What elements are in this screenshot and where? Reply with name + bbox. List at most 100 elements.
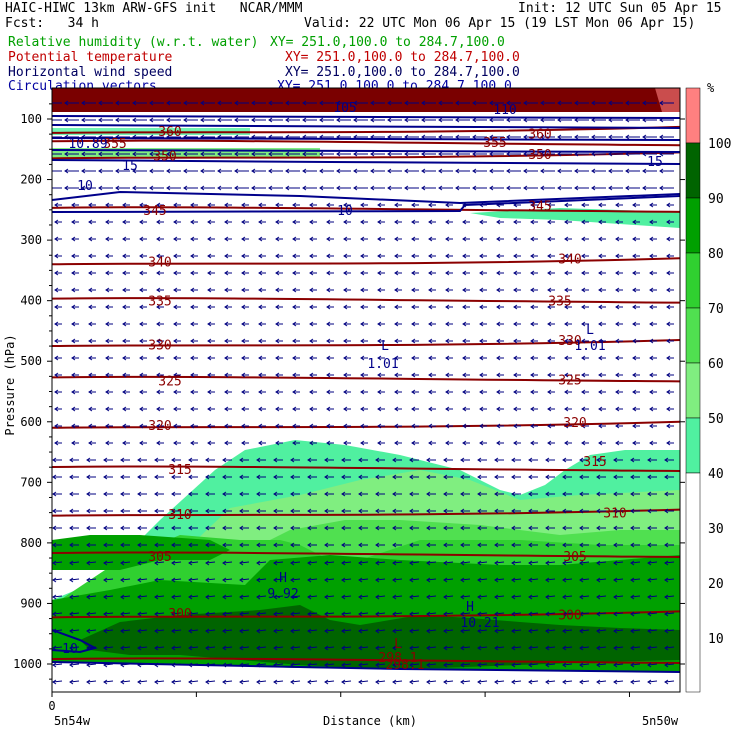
vector-arrowhead — [579, 491, 584, 497]
vector-arrowhead — [564, 406, 569, 412]
vector-arrowhead — [86, 491, 91, 497]
vector-arrowhead — [460, 679, 465, 685]
vector-arrowhead — [513, 355, 518, 361]
vector-arrowhead — [477, 525, 482, 531]
vector-arrowhead — [183, 100, 188, 106]
vector-arrowhead — [241, 389, 246, 395]
theta-contour-335 — [52, 297, 680, 304]
vector-arrowhead — [462, 338, 467, 344]
vector-arrowhead — [557, 117, 562, 123]
vector-arrowhead — [375, 594, 380, 600]
vector-arrow — [341, 561, 352, 564]
colorbar-swatch — [685, 417, 701, 474]
vector-arrowhead — [409, 525, 414, 531]
vector-arrow — [562, 561, 573, 564]
vector-arrowhead — [608, 168, 613, 174]
vector-arrowhead — [455, 185, 460, 191]
vector-arrowhead — [275, 202, 280, 208]
vector-arrowhead — [132, 117, 137, 123]
vector-arrowhead — [581, 236, 586, 242]
vector-arrowhead — [579, 577, 584, 583]
vector-arrowhead — [647, 679, 652, 685]
vector-arrowhead — [377, 338, 382, 344]
vector-arrowhead — [513, 321, 518, 327]
vector-arrowhead — [309, 338, 314, 344]
vector-arrow — [443, 663, 454, 666]
vector-arrowhead — [183, 151, 188, 157]
vector-arrowhead — [341, 542, 346, 548]
vector-arrowhead — [530, 355, 535, 361]
vector-arrowhead — [137, 679, 142, 685]
wind-label: 105 — [333, 101, 356, 116]
vector-arrowhead — [69, 474, 74, 480]
vector-arrowhead — [190, 236, 195, 242]
vector-arrowhead — [630, 525, 635, 531]
vector-arrowhead — [596, 577, 601, 583]
vector-arrowhead — [377, 406, 382, 412]
vector-arrowhead — [139, 372, 144, 378]
vector-arrowhead — [511, 662, 516, 668]
vector-arrowhead — [511, 474, 516, 480]
vector-arrow — [613, 578, 624, 581]
vector-arrowhead — [273, 679, 278, 685]
theta-label: 320 — [148, 419, 171, 434]
vector-arrowhead — [630, 560, 635, 566]
vector-arrow — [596, 663, 607, 666]
vector-arrowhead — [360, 338, 365, 344]
vector-arrow — [239, 578, 250, 581]
vector-arrowhead — [649, 321, 654, 327]
vector-arrowhead — [207, 321, 212, 327]
vector-arrowhead — [239, 594, 244, 600]
vector-arrow — [341, 646, 352, 649]
vector-arrowhead — [207, 253, 212, 259]
vector-arrowhead — [324, 491, 329, 497]
vector-arrowhead — [630, 491, 635, 497]
vector-arrowhead — [647, 594, 652, 600]
vector-arrowhead — [360, 372, 365, 378]
vector-arrowhead — [71, 389, 76, 395]
vector-arrowhead — [649, 202, 654, 208]
vector-arrowhead — [222, 457, 227, 463]
vector-arrow — [596, 595, 607, 598]
wind-label: 15 — [122, 159, 138, 174]
vector-arrowhead — [513, 304, 518, 310]
vector-arrowhead — [411, 219, 416, 225]
vector-arrowhead — [472, 100, 477, 106]
vector-arrowhead — [292, 338, 297, 344]
vector-arrowhead — [513, 202, 518, 208]
vector-arrowhead — [156, 406, 161, 412]
vector-arrow — [494, 680, 505, 683]
colorbar-label: 60 — [708, 357, 724, 372]
vector-arrowhead — [139, 389, 144, 395]
vector-arrowhead — [137, 525, 142, 531]
vector-arrowhead — [426, 491, 431, 497]
vector-arrowhead — [205, 508, 210, 514]
vector-arrowhead — [105, 406, 110, 412]
vector-arrowhead — [579, 474, 584, 480]
vector-arrowhead — [188, 594, 193, 600]
vector-arrowhead — [581, 253, 586, 259]
model-title: HAIC-HIWC 13km ARW-GFS init NCAR/MMM — [5, 1, 303, 16]
vector-arrowhead — [81, 151, 86, 157]
vector-arrowhead — [547, 287, 552, 293]
vector-arrowhead — [241, 321, 246, 327]
vector-arrowhead — [530, 389, 535, 395]
vector-arrowhead — [336, 100, 341, 106]
vector-arrowhead — [307, 594, 312, 600]
vector-arrowhead — [103, 662, 108, 668]
vector-arrowhead — [154, 628, 159, 634]
vector-arrowhead — [122, 202, 127, 208]
vector-arrow — [307, 612, 318, 615]
vector-arrowhead — [370, 117, 375, 123]
vector-arrowhead — [290, 542, 295, 548]
vector-arrowhead — [273, 645, 278, 651]
vector-arrow — [477, 612, 488, 615]
vector-arrowhead — [256, 457, 261, 463]
colorbar-label: 80 — [708, 247, 724, 262]
vector-arrowhead — [275, 287, 280, 293]
extremum-kind: L — [586, 323, 594, 338]
vector-arrowhead — [154, 645, 159, 651]
vector-arrowhead — [564, 236, 569, 242]
vector-arrowhead — [530, 219, 535, 225]
vector-arrow — [103, 680, 114, 683]
